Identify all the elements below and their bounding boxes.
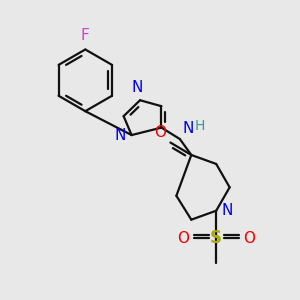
Text: N: N (182, 121, 194, 136)
Text: N: N (131, 80, 143, 95)
Text: N: N (114, 128, 126, 142)
Text: O: O (177, 231, 189, 246)
Text: F: F (81, 28, 90, 43)
Text: O: O (244, 231, 256, 246)
Text: H: H (195, 119, 205, 133)
Text: S: S (210, 229, 222, 247)
Text: N: N (221, 203, 232, 218)
Text: O: O (154, 125, 166, 140)
